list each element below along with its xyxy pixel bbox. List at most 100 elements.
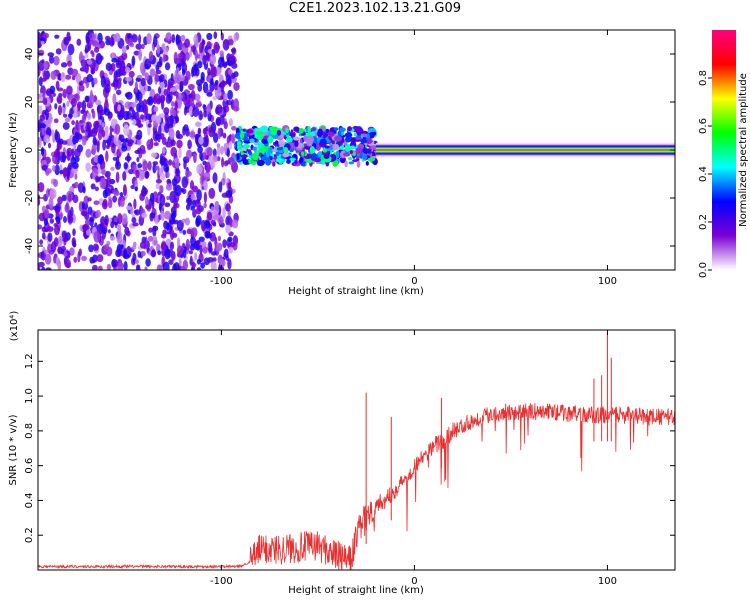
heatmap-cell	[53, 224, 61, 236]
heatmap-cell	[223, 93, 228, 102]
heatmap-cell	[350, 137, 357, 145]
heatmap-cell	[183, 99, 191, 106]
heatmap-cell	[214, 79, 219, 85]
heatmap-cell	[60, 72, 66, 83]
heatmap-cell	[202, 54, 207, 66]
heatmap-cell	[198, 236, 205, 242]
heatmap-cell	[62, 106, 66, 116]
heatmap-cell	[41, 266, 46, 270]
heatmap-cell	[128, 168, 134, 175]
heatmap-cell	[126, 110, 132, 120]
heatmap-cell	[233, 71, 239, 78]
heatmap-cell	[115, 171, 120, 184]
heatmap-cell	[360, 138, 368, 144]
heatmap-cell	[209, 54, 217, 65]
heatmap-cell	[293, 136, 301, 141]
heatmap-cell	[300, 151, 305, 156]
heatmap-cell	[222, 239, 227, 249]
heatmap-cell	[117, 212, 123, 225]
heatmap-cell	[155, 178, 162, 184]
heatmap-cell	[44, 208, 50, 220]
heatmap-cell	[49, 218, 55, 224]
heatmap-cell	[272, 161, 276, 167]
heatmap-cell	[293, 126, 300, 132]
heatmap-cell	[153, 239, 158, 246]
heatmap-cell	[304, 145, 311, 150]
heatmap-cell	[196, 163, 203, 175]
heatmap-cell	[126, 152, 130, 163]
heatmap-cell	[127, 38, 134, 46]
heatmap-cell	[54, 103, 58, 110]
heatmap-cell	[332, 143, 340, 151]
heatmap-cell	[97, 55, 104, 61]
heatmap-cell	[90, 183, 96, 190]
heatmap-cell	[86, 73, 93, 83]
heatmap-cell	[344, 132, 353, 138]
heatmap-cell	[331, 154, 335, 160]
heatmap-cell	[190, 90, 196, 102]
heatmap-cell	[208, 187, 216, 199]
heatmap-cell	[355, 147, 363, 155]
heatmap-cell	[112, 195, 118, 203]
heatmap-cell	[140, 250, 146, 257]
heatmap-cell	[108, 217, 112, 223]
heatmap-cell	[245, 129, 254, 134]
heatmap-cell	[233, 33, 237, 43]
heatmap-cell	[81, 66, 89, 72]
heatmap-cell	[348, 161, 355, 165]
heatmap-cell	[190, 45, 195, 53]
heatmap-cell	[286, 156, 291, 160]
heatmap-cell	[169, 228, 175, 241]
heatmap-cell	[87, 197, 92, 202]
heatmap-cell	[115, 60, 123, 69]
heatmap-cell	[160, 242, 167, 251]
heatmap-cell	[99, 222, 105, 232]
heatmap-cell	[71, 161, 79, 170]
heatmap-cell	[268, 146, 274, 154]
heatmap-cell	[202, 246, 208, 254]
heatmap-cell	[81, 255, 88, 262]
figure-title: C2E1.2023.102.13.21.G09	[288, 1, 462, 16]
heatmap-cell	[39, 239, 44, 246]
heatmap-cell	[179, 80, 184, 93]
heatmap-cell	[195, 207, 202, 215]
heatmap-cell	[84, 95, 90, 103]
heatmap-cell	[93, 231, 101, 243]
heatmap-cell	[141, 212, 148, 218]
x-tick-label: 100	[598, 576, 617, 587]
heatmap-cell	[178, 147, 182, 159]
heatmap-cell	[127, 139, 135, 145]
heatmap-cell	[66, 85, 73, 96]
heatmap-cell	[309, 145, 315, 154]
heatmap-cell	[53, 118, 59, 124]
heatmap-cell	[66, 170, 70, 181]
y-tick-label: 0.8	[24, 423, 35, 439]
heatmap-cell	[139, 114, 145, 120]
heatmap-cell	[173, 183, 177, 194]
heatmap-cell	[307, 126, 311, 134]
heatmap-cell	[198, 110, 203, 121]
heatmap-cell	[76, 38, 82, 46]
heatmap-cell	[52, 205, 60, 211]
heatmap-cell	[89, 39, 95, 45]
heatmap-cell	[56, 87, 64, 92]
heatmap-cell	[88, 33, 93, 40]
heatmap-cell	[139, 241, 147, 249]
heatmap-cell	[355, 155, 360, 159]
heatmap-cell	[162, 53, 166, 63]
heatmap-cell	[107, 229, 111, 234]
heatmap-cell	[210, 261, 217, 270]
heatmap-cell	[62, 113, 68, 118]
heatmap-cell	[149, 68, 156, 77]
heatmap-cell	[171, 109, 177, 117]
heatmap-cell	[90, 68, 95, 74]
colorbar-tick-label: 0.2	[698, 214, 709, 230]
heatmap-cell	[114, 123, 121, 135]
heatmap-cell	[344, 160, 348, 168]
heatmap-cell	[220, 145, 224, 155]
heatmap-cell	[323, 154, 330, 160]
heatmap-cell	[313, 157, 322, 163]
heatmap-cell	[93, 139, 98, 146]
heatmap-cell	[97, 265, 103, 270]
heatmap-cell	[121, 45, 127, 54]
